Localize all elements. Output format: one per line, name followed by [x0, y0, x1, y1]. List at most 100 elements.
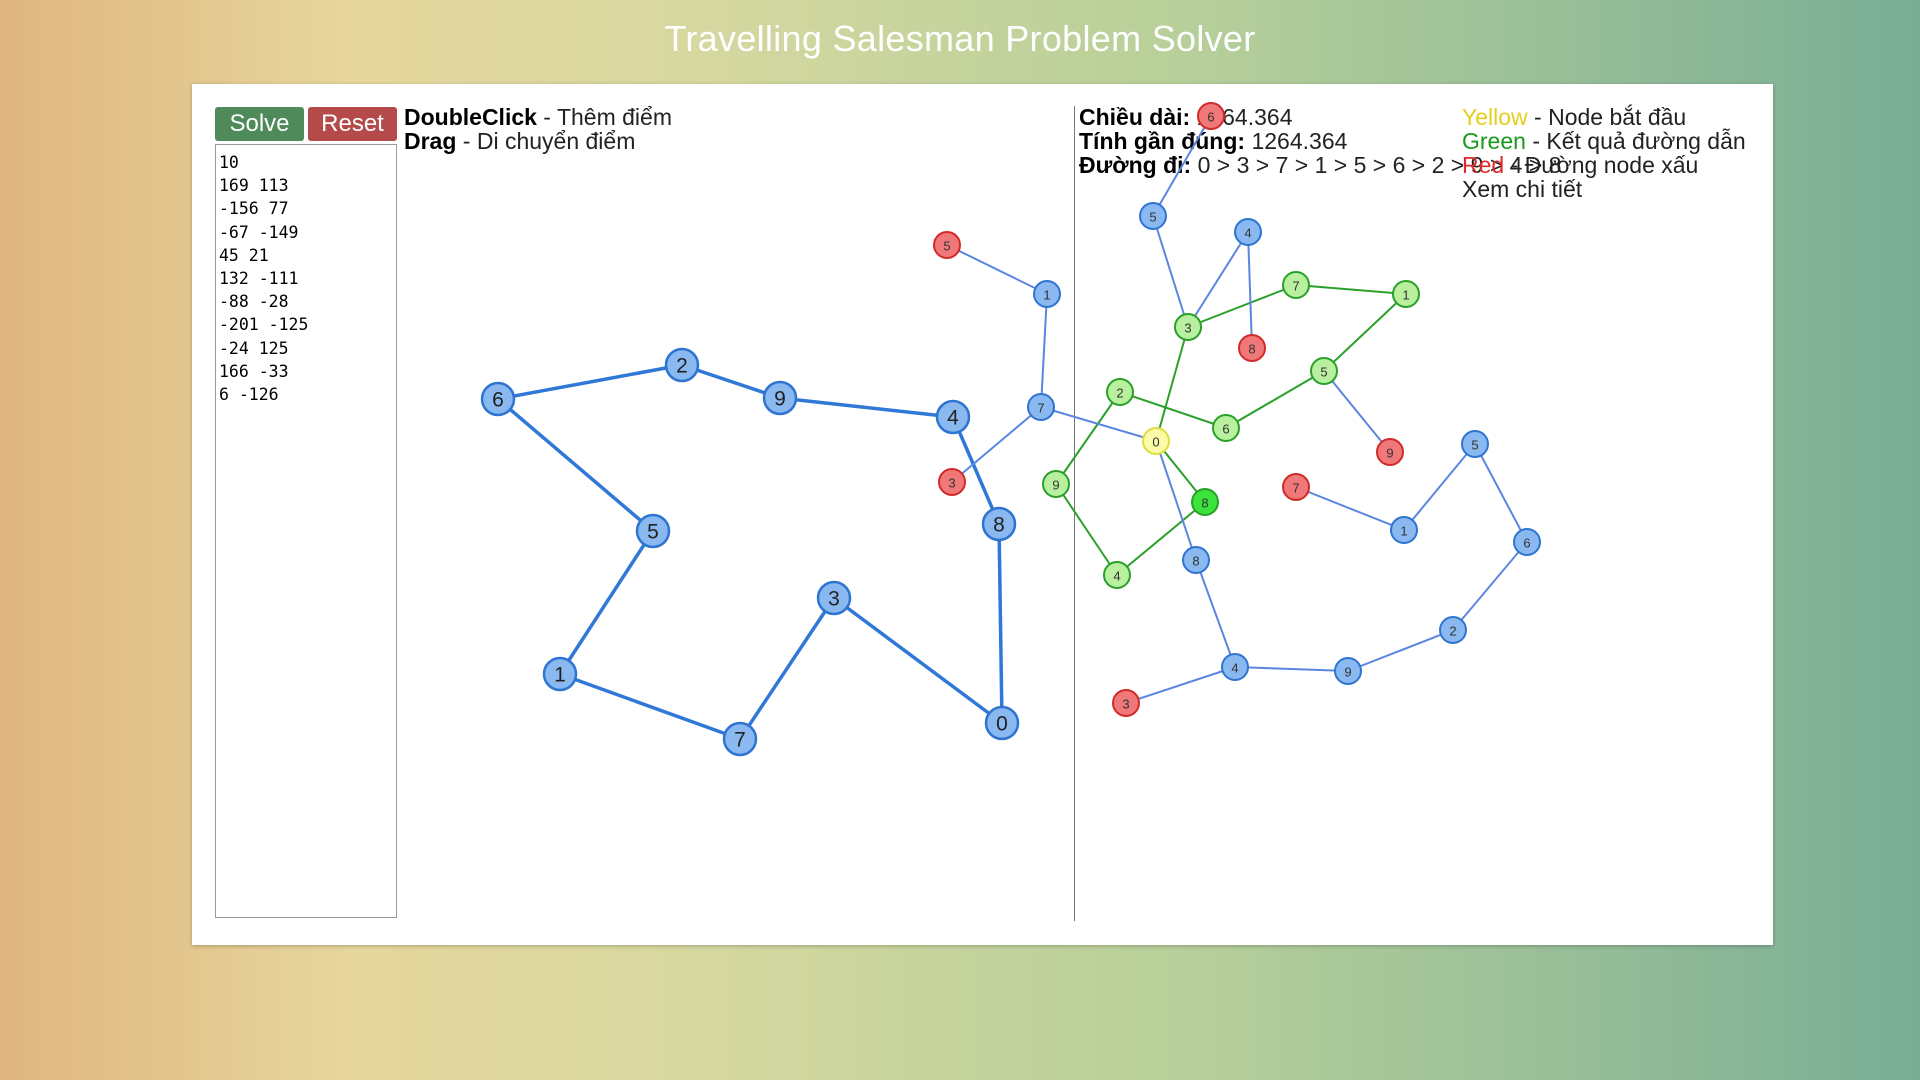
tree-node-red: 3 [1113, 690, 1139, 716]
tree-node-blue: 1 [1391, 517, 1417, 543]
stat-length-label: Chiều dài: [1079, 104, 1190, 130]
tree-edge [1126, 667, 1235, 703]
stat-approx-value: 1264.364 [1245, 128, 1347, 154]
tree-edge [1188, 232, 1248, 327]
tree-node-label: 1 [1400, 524, 1407, 539]
tree-node-circle [1140, 203, 1166, 229]
tree-node-circle [1213, 415, 1239, 441]
tour-edge [498, 399, 653, 531]
legend-yellow: Yellow - Node bắt đầu [1462, 104, 1686, 131]
legend-red-text: - Đường node xấu [1504, 152, 1698, 178]
tour-node-0[interactable]: 0 [986, 707, 1018, 739]
tour-node-label: 6 [492, 389, 504, 412]
tour-node-5[interactable]: 5 [637, 515, 669, 547]
stat-approx: Tính gần đúng: 1264.364 [1079, 128, 1347, 155]
tree-edge [1188, 285, 1296, 327]
tour-node-label: 2 [676, 355, 688, 378]
tree-node-label: 8 [1201, 496, 1208, 511]
tree-edge [1226, 371, 1324, 428]
tree-node-yellow: 0 [1143, 428, 1169, 454]
tree-node-circle [1104, 562, 1130, 588]
tree-node-red: 8 [1239, 335, 1265, 361]
panel-divider [1074, 106, 1075, 921]
tour-node-3[interactable]: 3 [818, 582, 850, 614]
tour-node-7[interactable]: 7 [724, 723, 756, 755]
tree-node-circle [1377, 439, 1403, 465]
tree-edge [1156, 441, 1196, 560]
tree-edge [1120, 392, 1226, 428]
tree-edge [1296, 487, 1404, 530]
tour-node-6[interactable]: 6 [482, 383, 514, 415]
tree-node-circle [1222, 654, 1248, 680]
tree-edge [1235, 667, 1348, 671]
tree-node-label: 8 [1248, 342, 1255, 357]
tree-edge [1156, 327, 1188, 441]
tree-node-label: 1 [1402, 288, 1409, 303]
tour-node-label: 7 [734, 729, 746, 752]
tree-node-brightgreen: 8 [1192, 489, 1218, 515]
tree-node-circle [1183, 547, 1209, 573]
tour-node-2[interactable]: 2 [666, 349, 698, 381]
tree-node-blue: 9 [1335, 658, 1361, 684]
tree-node-label: 6 [1222, 422, 1229, 437]
tree-edge [1153, 216, 1188, 327]
tour-node-label: 5 [647, 521, 659, 544]
tree-node-label: 2 [1116, 386, 1123, 401]
tree-node-blue: 4 [1222, 654, 1248, 680]
tour-canvas[interactable]: 6 2 9 4 8 0 3 7 1 5 [192, 84, 1072, 934]
tree-edge [1196, 560, 1235, 667]
tree-node-circle [1143, 428, 1169, 454]
tree-node-label: 2 [1449, 624, 1456, 639]
legend-red-label: Red [1462, 152, 1504, 178]
stat-path-label: Đường đi: [1079, 152, 1191, 178]
tree-node-circle [1283, 474, 1309, 500]
tree-node-label: 4 [1113, 569, 1120, 584]
tree-node-label: 9 [1386, 446, 1393, 461]
tour-node-label: 1 [554, 664, 566, 687]
tree-node-circle [1514, 529, 1540, 555]
tour-node-8[interactable]: 8 [983, 508, 1015, 540]
legend-red: Red - Đường node xấu [1462, 152, 1698, 179]
tree-edge [1248, 232, 1252, 348]
tree-edge [1117, 502, 1205, 575]
page-title: Travelling Salesman Problem Solver [0, 18, 1920, 60]
legend-yellow-label: Yellow [1462, 104, 1528, 130]
main-panel: Solve Reset DoubleClick - Thêm điểm Drag… [192, 84, 1773, 945]
tree-node-green: 6 [1213, 415, 1239, 441]
tree-edge [1475, 444, 1527, 542]
tree-node-blue: 5 [1462, 431, 1488, 457]
tour-edge [953, 417, 999, 524]
tour-edge [740, 598, 834, 739]
tree-node-circle [1393, 281, 1419, 307]
tree-node-circle [1335, 658, 1361, 684]
tree-node-label: 9 [1344, 665, 1351, 680]
tour-edge [498, 365, 682, 399]
tree-node-circle [1440, 617, 1466, 643]
tree-node-label: 4 [1244, 226, 1251, 241]
tree-node-red: 7 [1283, 474, 1309, 500]
tree-node-circle [1113, 690, 1139, 716]
legend-green: Green - Kết quả đường dẫn [1462, 128, 1746, 155]
tree-edge [1324, 294, 1406, 371]
tour-edge [999, 524, 1002, 723]
legend-yellow-text: - Node bắt đầu [1528, 104, 1687, 130]
tree-edge [1453, 542, 1527, 630]
tree-node-label: 7 [1292, 279, 1299, 294]
tour-edge [560, 531, 653, 674]
tree-node-circle [1107, 379, 1133, 405]
tree-node-blue: 5 [1140, 203, 1166, 229]
tour-node-9[interactable]: 9 [764, 382, 796, 414]
tree-node-label: 7 [1292, 481, 1299, 496]
tree-node-circle [1175, 314, 1201, 340]
tree-edge [1296, 285, 1406, 294]
tree-node-blue: 4 [1235, 219, 1261, 245]
tree-node-blue: 2 [1440, 617, 1466, 643]
tree-node-label: 3 [1184, 321, 1191, 336]
tour-node-1[interactable]: 1 [544, 658, 576, 690]
tour-node-label: 4 [947, 407, 959, 430]
tour-node-4[interactable]: 4 [937, 401, 969, 433]
detail-link[interactable]: Xem chi tiết [1462, 176, 1582, 203]
tree-node-label: 5 [1320, 365, 1327, 380]
tree-node-blue: 6 [1514, 529, 1540, 555]
tree-node-green: 7 [1283, 272, 1309, 298]
